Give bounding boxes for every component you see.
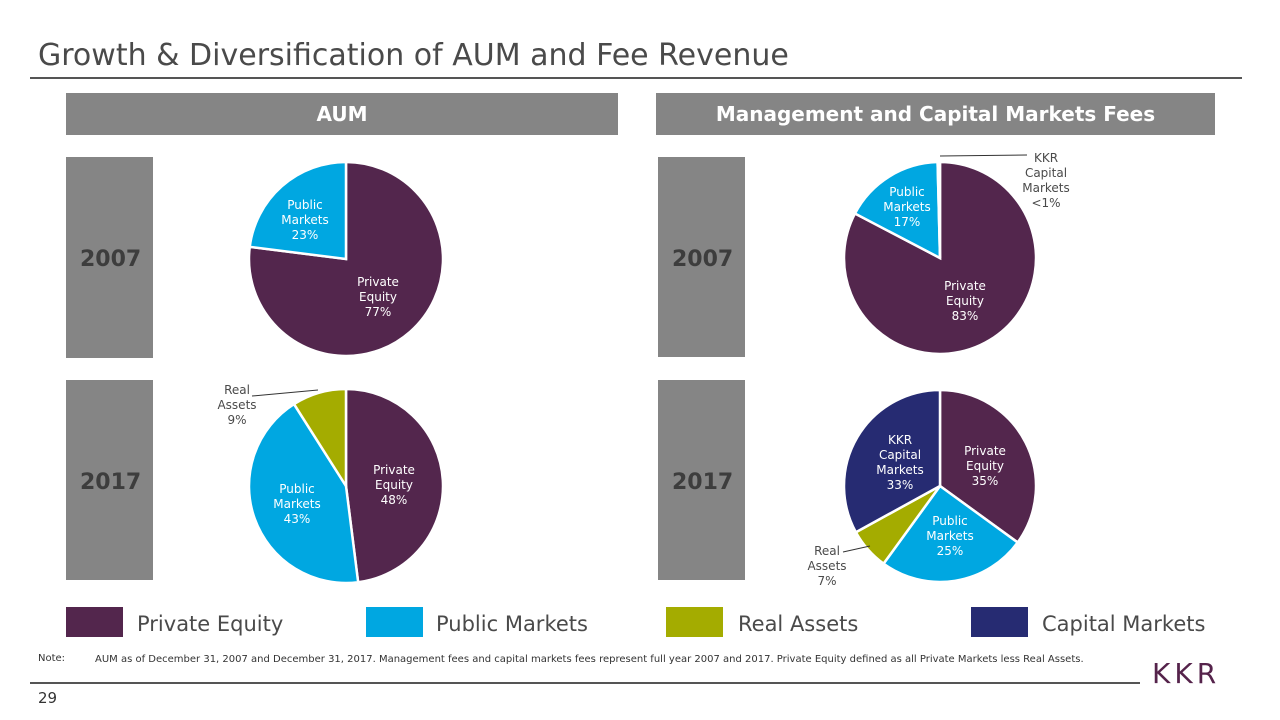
fees-header: Management and Capital Markets Fees (656, 93, 1215, 135)
aum-2017-year-label: 2017 (80, 470, 142, 495)
fees-2017-year-label: 2017 (672, 470, 734, 495)
fees-2017-leader-real-assets (842, 545, 871, 553)
fees-2007-year-bar (658, 157, 745, 357)
aum-2017-slice-real-assets (292, 387, 348, 491)
legend-swatch-private-equity (66, 607, 123, 637)
aum-2007-slice-public-markets (248, 160, 348, 261)
legend-label-real-assets: Real Assets (738, 612, 859, 636)
aum-2017-slice-public-markets (247, 402, 360, 585)
legend-label-capital-markets: Capital Markets (1042, 612, 1206, 636)
note-text: AUM as of December 31, 2007 and December… (95, 654, 1084, 665)
aum-2007-label-private-equity: Private Equity 77% (357, 275, 399, 319)
legend-swatch-capital-markets (971, 607, 1028, 637)
aum-2017-label-real-assets: Real Assets 9% (217, 383, 256, 427)
aum-2017-slice-private-equity (344, 387, 445, 584)
fees-2017-slice-public-markets (881, 484, 1020, 584)
aum-header: AUM (66, 93, 618, 135)
title-divider (30, 77, 1242, 79)
fees-2017-slice-kkr-capital-markets (842, 388, 942, 534)
page-number: 29 (38, 689, 58, 707)
aum-2017-leader-real-assets (251, 389, 319, 397)
fees-2007-label-public-markets: Public Markets 17% (883, 185, 931, 229)
fees-2007-label-private-equity: Private Equity 83% (944, 279, 986, 323)
page-title: Growth & Diversification of AUM and Fee … (38, 38, 789, 73)
fees-2007-slice-private-equity (842, 160, 1038, 356)
legend-label-private-equity: Private Equity (137, 612, 284, 636)
note-label: Note: (38, 653, 66, 664)
aum-2007-year-label: 2007 (80, 247, 142, 272)
kkr-logo: KKR (1152, 657, 1221, 690)
aum-2007-year-bar (66, 157, 153, 358)
aum-2017-label-private-equity: Private Equity 48% (373, 463, 415, 507)
legend-swatch-real-assets (666, 607, 723, 637)
fees-2017-slice-private-equity (938, 388, 1038, 545)
fees-2017-label-public-markets: Public Markets 25% (926, 514, 974, 558)
fees-2007-leader-kkr-capital-markets (939, 154, 1028, 157)
aum-2017-label-public-markets: Public Markets 43% (273, 482, 321, 526)
footer-divider (30, 682, 1140, 684)
fees-2017-year-bar (658, 380, 745, 580)
aum-2007-label-public-markets: Public Markets 23% (281, 198, 329, 242)
legend-label-public-markets: Public Markets (436, 612, 588, 636)
fees-2007-year-label: 2007 (672, 247, 734, 272)
fees-2017-label-real-assets: Real Assets 7% (807, 544, 846, 588)
fees-2007-label-kkr-capital-markets: KKR Capital Markets <1% (1022, 151, 1070, 210)
fees-2017-label-private-equity: Private Equity 35% (964, 444, 1006, 488)
aum-2017-year-bar (66, 380, 153, 580)
fees-2007-slice-kkr-capital-markets (936, 160, 942, 259)
fees-2007-slice-public-markets (853, 160, 942, 261)
fees-2017-label-kkr-capital-markets: KKR Capital Markets 33% (876, 433, 924, 492)
legend-swatch-public-markets (366, 607, 423, 637)
